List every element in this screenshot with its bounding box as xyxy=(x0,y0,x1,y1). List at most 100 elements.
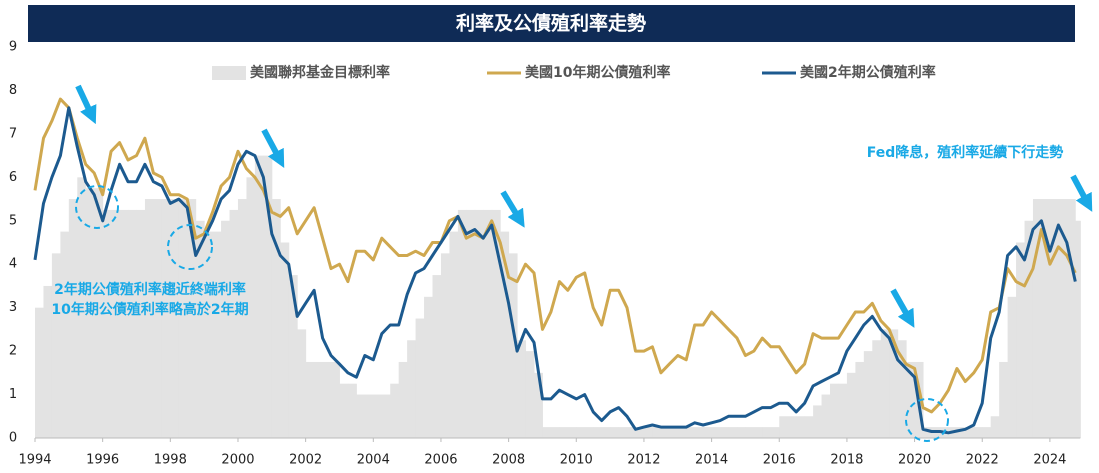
legend-label: 美國2年期公債殖利率 xyxy=(800,64,936,81)
x-tick-label: 2010 xyxy=(560,453,593,468)
fed-rate-step xyxy=(753,427,763,438)
legend-label: 美國聯邦基金目標利率 xyxy=(250,64,390,81)
fed-rate-step xyxy=(533,372,543,438)
fed-rate-step xyxy=(610,427,620,438)
fed-rate-step xyxy=(229,209,239,438)
fed-rate-step xyxy=(136,209,146,438)
fed-rate-step xyxy=(686,427,696,438)
yield-line xyxy=(33,106,1077,435)
x-tick-label: 2018 xyxy=(830,453,863,468)
fed-rate-step xyxy=(999,361,1009,438)
fed-rate-step xyxy=(263,155,273,438)
x-tick-label: 2006 xyxy=(424,453,457,468)
fed-rate-step xyxy=(288,275,298,438)
fed-rate-step xyxy=(694,427,704,438)
fed-rate-step xyxy=(965,427,975,438)
fed-rate-step xyxy=(128,209,137,438)
fed-rate-step xyxy=(745,427,755,438)
fed-rate-step xyxy=(1016,242,1026,438)
fed-rate-step xyxy=(863,351,873,438)
fed-rate-step xyxy=(237,199,247,438)
fed-rate-step xyxy=(364,394,374,438)
fed-rate-step xyxy=(982,427,992,438)
fed-rate-step xyxy=(153,199,163,438)
fed-rate-step xyxy=(398,361,408,438)
fed-rate-step xyxy=(787,416,797,438)
fed-rate-step xyxy=(170,199,180,438)
arrow xyxy=(75,84,97,125)
y-tick-label: 5 xyxy=(9,213,17,228)
chart-title: 利率及公債殖利率走勢 xyxy=(456,12,646,35)
fed-rate-step xyxy=(770,427,780,438)
fed-rate-step xyxy=(43,285,53,438)
fed-rate-step xyxy=(60,231,70,438)
x-tick-label: 1996 xyxy=(86,453,119,468)
legend-label: 美國10年期公債殖利率 xyxy=(525,64,670,81)
fed-rate-step xyxy=(990,416,1000,438)
y-tick-label: 7 xyxy=(9,126,17,141)
fed-rate-step xyxy=(212,231,222,438)
fed-rate-step xyxy=(407,340,417,438)
fed-rate-step xyxy=(618,427,628,438)
fed-rate-step xyxy=(204,231,214,438)
fed-rate-step xyxy=(762,427,772,438)
fed-rate-step xyxy=(500,231,510,438)
fed-rate-step xyxy=(669,427,679,438)
fed-rate-step xyxy=(111,209,121,438)
x-tick-label: 1998 xyxy=(154,453,187,468)
fed-rate-step xyxy=(508,253,518,438)
fed-rate-step xyxy=(830,383,839,438)
fed-rate-step xyxy=(567,427,577,438)
fed-rate-step xyxy=(474,209,484,438)
fed-rate-step xyxy=(576,427,586,438)
fed-rate-step xyxy=(813,405,823,438)
x-tick-label: 1994 xyxy=(18,453,51,468)
fed-rate-step xyxy=(254,155,264,438)
arrow xyxy=(1070,174,1093,212)
fed-rate-step xyxy=(161,199,171,438)
legend-swatch xyxy=(212,66,246,80)
fed-rate-step xyxy=(1024,220,1034,438)
arrow xyxy=(261,128,285,168)
fed-rate-step xyxy=(736,427,746,438)
fed-rate-step xyxy=(584,427,594,438)
fed-rate-step xyxy=(246,177,256,439)
yield-line xyxy=(33,97,1077,414)
fed-rate-step xyxy=(677,427,687,438)
arrows xyxy=(75,84,1093,442)
fed-rate-step xyxy=(449,231,459,438)
annotation: 2年期公債殖利率趨近終端利率 xyxy=(54,281,246,298)
fed-rate-step xyxy=(525,351,535,438)
x-tick-label: 2022 xyxy=(966,453,999,468)
fed-rate-step xyxy=(838,383,848,438)
fed-rate-step xyxy=(424,296,434,438)
fed-rate-step xyxy=(821,394,831,438)
fed-rate-step xyxy=(466,209,476,438)
fed-rate-step xyxy=(660,427,670,438)
fed-rate-step xyxy=(305,361,315,438)
x-tick-label: 2012 xyxy=(627,453,660,468)
fed-rate-step xyxy=(889,329,899,438)
fed-rate-step xyxy=(855,361,865,438)
y-tick-label: 2 xyxy=(9,344,17,359)
fed-rate-step xyxy=(880,329,890,438)
fed-rate-step xyxy=(119,209,129,438)
fed-rate-step xyxy=(643,427,653,438)
x-tick-label: 2020 xyxy=(898,453,931,468)
fed-rate-step xyxy=(846,372,856,438)
y-tick-label: 6 xyxy=(9,170,17,185)
fed-rate-step xyxy=(94,188,104,438)
arrow xyxy=(890,288,915,328)
fed-rate-step xyxy=(542,427,552,438)
fed-rate-step xyxy=(271,199,281,438)
fed-rate-step xyxy=(457,209,467,438)
fed-rate-step xyxy=(85,188,95,438)
fed-rate-step xyxy=(703,427,713,438)
fed-rate-step xyxy=(432,275,442,438)
fed-rate-step xyxy=(77,177,87,439)
x-tick-label: 2016 xyxy=(763,453,796,468)
y-tick-label: 0 xyxy=(9,431,17,446)
fed-rate-step xyxy=(593,427,603,438)
fed-rate-step xyxy=(923,427,932,438)
